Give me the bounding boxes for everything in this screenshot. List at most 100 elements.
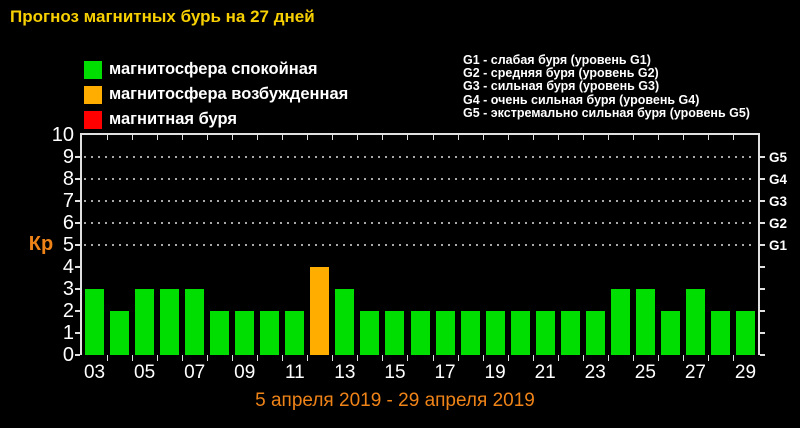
x-tick-label-19: 19 (484, 362, 506, 383)
day-tick-bottom (157, 355, 159, 361)
x-tick-label-23: 23 (584, 362, 606, 383)
kp-bar-day-17 (435, 311, 455, 355)
y-tick-mark-right (760, 288, 765, 290)
y-tick-mark-left (75, 200, 80, 202)
day-tick-bottom (307, 355, 309, 361)
plot-top-border (80, 133, 760, 135)
day-tick-top (332, 135, 334, 140)
legend-label-excited: магнитосфера возбужденная (109, 85, 349, 103)
day-tick-bottom (207, 355, 209, 361)
day-tick-bottom (682, 355, 684, 361)
day-tick-top (457, 135, 459, 140)
storm-scale-g4: G4 - очень сильная буря (уровень G4) (463, 92, 700, 107)
day-tick-bottom (257, 355, 259, 361)
y-tick-label: 7 (62, 190, 74, 212)
day-tick-bottom (657, 355, 659, 361)
y-tick-mark-right (760, 310, 765, 312)
x-tick-label-05: 05 (134, 362, 156, 383)
y-tick-mark-right (760, 200, 765, 202)
y-tick-label: 2 (62, 300, 74, 322)
x-tick-label-11: 11 (284, 362, 305, 383)
page-title: Прогноз магнитных бурь на 27 дней (10, 7, 315, 26)
kp-bar-day-16 (410, 311, 430, 355)
day-tick-top (357, 135, 359, 140)
day-tick-top (107, 135, 109, 140)
day-tick-top (182, 135, 184, 140)
y-tick-label: 8 (62, 168, 74, 190)
gridline-g4 (84, 178, 754, 180)
right-axis-label-g1: G1 (769, 238, 788, 253)
kp-bar-day-22 (560, 311, 580, 355)
y-tick-mark-left (75, 222, 80, 224)
day-tick-bottom (457, 355, 459, 361)
day-tick-top (432, 135, 434, 140)
y-tick-mark-left (75, 266, 80, 268)
kp-bar-day-10 (260, 311, 280, 355)
y-tick-mark-right (760, 266, 765, 268)
day-tick-top (632, 135, 634, 140)
y-tick-mark-left (75, 310, 80, 312)
day-tick-top (582, 135, 584, 140)
storm-scale-g1: G1 - слабая буря (уровень G1) (463, 53, 651, 67)
gridline-g1 (84, 244, 754, 246)
kp-bar-day-03 (85, 289, 105, 355)
y-tick-mark-left (75, 332, 80, 334)
day-tick-top (707, 135, 709, 140)
y-tick-label: 5 (62, 234, 74, 256)
day-tick-top (532, 135, 534, 140)
x-tick-label-15: 15 (384, 362, 406, 383)
kp-bar-day-24 (610, 289, 630, 355)
day-tick-top (282, 135, 284, 140)
day-tick-top (257, 135, 259, 140)
y-tick-mark-left (75, 244, 80, 246)
storm-scale-g5: G5 - экстремально сильная буря (уровень … (463, 105, 750, 120)
right-axis-label-g5: G5 (769, 150, 788, 165)
y-tick-label: 0 (62, 344, 74, 366)
day-tick-bottom (182, 355, 184, 361)
day-tick-top (482, 135, 484, 140)
day-tick-top (607, 135, 609, 140)
y-tick-label: 6 (62, 212, 74, 234)
day-tick-top (207, 135, 209, 140)
y-tick-mark-right (760, 156, 765, 158)
day-tick-top (407, 135, 409, 140)
day-tick-bottom (357, 355, 359, 361)
day-tick-bottom (632, 355, 634, 361)
kp-bar-day-20 (510, 311, 530, 355)
x-tick-label-29: 29 (734, 362, 757, 383)
x-tick-label-25: 25 (634, 362, 656, 383)
y-axis-title: Кр (28, 233, 54, 255)
y-tick-mark-left (75, 288, 80, 290)
legend-item-excited: магнитосфера возбужденная (84, 82, 348, 107)
gridline-g3 (84, 200, 754, 202)
storm-scale-g2: G2 - средняя буря (уровень G2) (463, 66, 659, 81)
kp-bar-day-28 (710, 311, 730, 355)
x-tick-label-21: 21 (534, 362, 556, 383)
day-tick-top (657, 135, 659, 140)
day-tick-bottom (482, 355, 484, 361)
kp-bar-day-25 (635, 289, 655, 355)
kp-bar-day-09 (235, 311, 255, 355)
right-axis-label-g3: G3 (769, 194, 788, 209)
legend-item-storm: магнитная буря (84, 107, 348, 132)
legend-item-quiet: магнитосфера спокойная (84, 57, 348, 82)
kp-bar-day-26 (660, 311, 680, 355)
kp-bar-day-05 (135, 289, 155, 355)
y-tick-mark-left (75, 156, 80, 158)
day-tick-bottom (332, 355, 334, 361)
y-tick-label: 1 (62, 322, 74, 344)
kp-bar-day-23 (585, 311, 605, 355)
kp-bar-day-07 (185, 289, 205, 355)
status-legend: магнитосфера спокойная магнитосфера возб… (84, 57, 348, 132)
y-tick-label: 10 (51, 124, 74, 146)
y-axis-line (80, 133, 82, 355)
kp-bar-day-18 (460, 311, 480, 355)
day-tick-top (132, 135, 134, 140)
day-tick-bottom (432, 355, 434, 361)
kp-bar-day-14 (360, 311, 380, 355)
day-tick-bottom (132, 355, 134, 361)
day-tick-top (507, 135, 509, 140)
x-tick-label-27: 27 (684, 362, 706, 383)
quiet-color-swatch (84, 60, 102, 79)
